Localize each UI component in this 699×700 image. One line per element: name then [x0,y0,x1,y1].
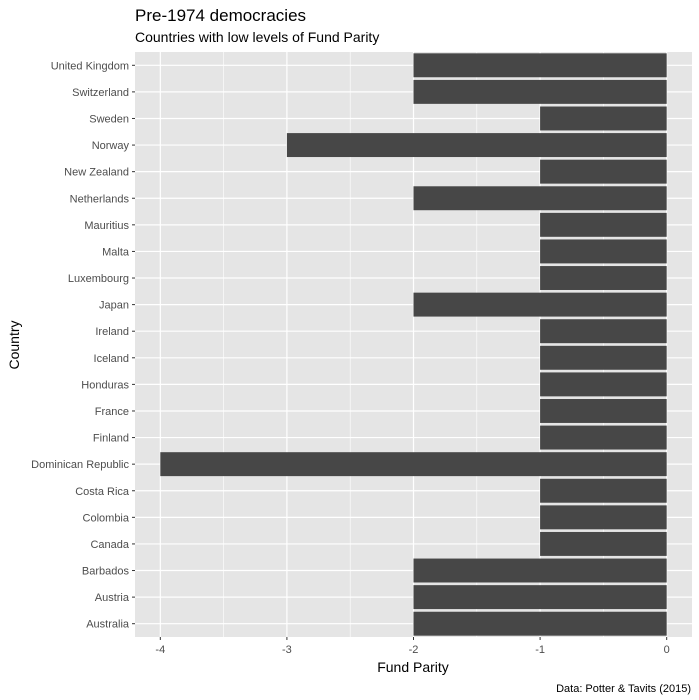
y-tick-label: Ireland [95,326,129,338]
x-tick-label: -4 [155,644,165,656]
y-tick-label: Australia [86,619,130,631]
y-tick-label: Mauritius [84,220,129,232]
x-tick-label: -1 [535,644,545,656]
y-tick-label: Iceland [94,353,129,365]
bar [540,345,667,370]
bar [540,106,667,131]
bar [540,531,667,556]
y-tick-label: Luxembourg [68,273,129,285]
x-tick-label: -2 [409,644,419,656]
y-tick-label: Austria [95,592,130,604]
y-tick-label: Canada [90,539,129,551]
x-tick-label: 0 [664,644,670,656]
chart-subtitle: Countries with low levels of Fund Parity [135,29,379,45]
y-tick-label: Norway [92,140,130,152]
bar [540,372,667,397]
y-tick-label: United Kingdom [51,60,129,72]
bar [413,79,667,104]
bar [540,478,667,503]
x-axis-title: Fund Parity [377,659,449,675]
y-tick-label: Colombia [83,512,130,524]
bar [540,266,667,290]
y-tick-label: Finland [93,433,129,445]
y-tick-label: Netherlands [70,193,130,205]
bar [540,319,667,344]
bar [540,212,667,237]
bar [413,186,667,211]
bar [413,585,667,610]
y-tick-label: Japan [99,300,129,312]
y-tick-label: Costa Rica [75,486,130,498]
bar [413,53,667,78]
bar [540,425,667,450]
bars [160,53,667,636]
bar [160,452,667,477]
y-axis-ticks: United Kingdom Switzerland Sweden Norway New… [31,60,135,631]
bar [286,133,667,158]
y-tick-label: France [95,406,129,418]
chart-title: Pre-1974 democracies [135,6,306,25]
y-tick-label: Switzerland [72,87,129,99]
y-tick-label: Barbados [82,566,130,578]
bar [413,292,667,317]
bar [413,611,667,636]
y-tick-label: Malta [102,246,130,258]
bar [540,239,667,264]
y-tick-label: New Zealand [64,167,129,179]
chart-caption: Data: Potter & Tavits (2015) [556,683,691,695]
bar [540,399,667,423]
y-tick-label: Sweden [89,113,129,125]
bar [540,505,667,530]
bar [413,558,667,583]
y-tick-label: Honduras [81,379,129,391]
y-tick-label: Dominican Republic [31,459,129,471]
bar [540,159,667,184]
x-axis-ticks: -4 -3 -2 -1 0 [155,637,670,656]
x-tick-label: -3 [282,644,292,656]
y-axis-title: Country [6,320,22,369]
